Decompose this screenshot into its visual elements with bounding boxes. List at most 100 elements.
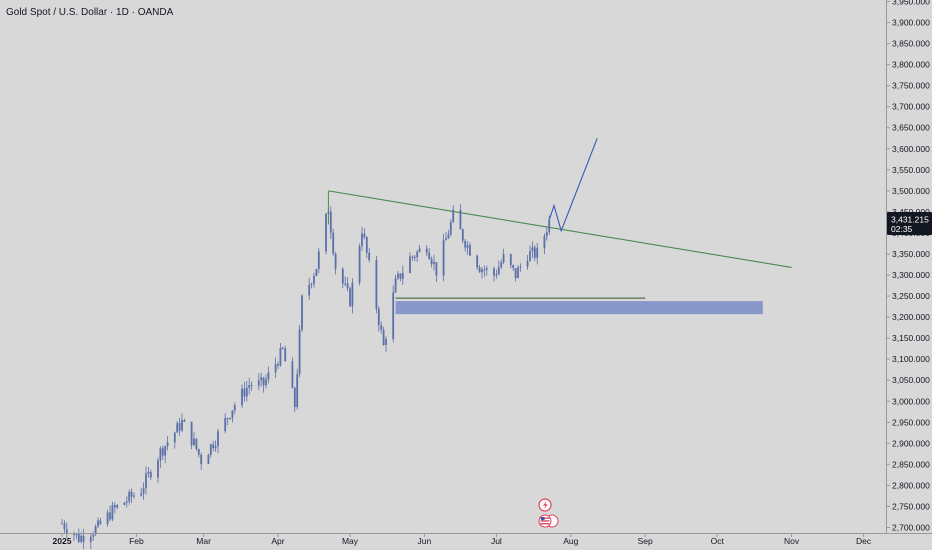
candle[interactable]	[214, 440, 217, 452]
candle[interactable]	[442, 233, 445, 282]
candle[interactable]	[277, 361, 279, 370]
candle[interactable]	[531, 241, 534, 259]
candle[interactable]	[77, 528, 80, 544]
candle[interactable]	[226, 417, 229, 426]
time-axis[interactable]: 2025 Feb Mar Apr May Jun Jul Aug Sep Oct Nov Dec	[53, 534, 872, 546]
candle[interactable]	[385, 336, 387, 352]
candle[interactable]	[365, 236, 368, 259]
candle[interactable]	[181, 413, 183, 433]
candle[interactable]	[75, 533, 78, 539]
candle[interactable]	[291, 357, 294, 389]
candle[interactable]	[142, 482, 145, 500]
candle[interactable]	[363, 228, 366, 240]
candle[interactable]	[262, 376, 265, 393]
candle[interactable]	[380, 321, 383, 334]
candle[interactable]	[217, 428, 219, 454]
candle[interactable]	[519, 263, 522, 272]
candle[interactable]	[224, 413, 227, 434]
candle[interactable]	[428, 248, 431, 260]
candle[interactable]	[301, 294, 303, 333]
candle[interactable]	[500, 259, 503, 269]
candle[interactable]	[106, 509, 109, 527]
candle[interactable]	[399, 273, 402, 282]
candle[interactable]	[281, 346, 284, 350]
candle[interactable]	[310, 282, 313, 289]
candle[interactable]	[466, 241, 469, 255]
candle[interactable]	[485, 265, 488, 276]
candle[interactable]	[145, 466, 147, 495]
candle[interactable]	[157, 457, 159, 483]
candle[interactable]	[497, 260, 500, 276]
candle[interactable]	[248, 377, 251, 395]
candle[interactable]	[147, 467, 150, 478]
candle[interactable]	[260, 372, 263, 387]
candle[interactable]	[73, 531, 75, 542]
candle[interactable]	[509, 253, 512, 269]
candle[interactable]	[195, 438, 198, 452]
candle[interactable]	[368, 248, 371, 263]
candle[interactable]	[392, 285, 395, 343]
candle[interactable]	[349, 286, 351, 308]
candle[interactable]	[257, 373, 260, 390]
candle[interactable]	[411, 255, 414, 261]
candle[interactable]	[133, 492, 135, 499]
candle[interactable]	[351, 278, 354, 314]
candle[interactable]	[233, 402, 236, 415]
candle[interactable]	[495, 269, 498, 279]
candle[interactable]	[332, 228, 335, 256]
candle[interactable]	[425, 244, 428, 257]
candle[interactable]	[212, 440, 215, 452]
candle[interactable]	[125, 496, 128, 508]
candle[interactable]	[461, 228, 464, 244]
candle[interactable]	[435, 262, 438, 282]
candle[interactable]	[190, 421, 193, 450]
candle[interactable]	[416, 250, 419, 262]
candle[interactable]	[536, 242, 539, 265]
event-icons[interactable]	[538, 498, 559, 528]
candle[interactable]	[161, 445, 164, 460]
candle[interactable]	[382, 326, 385, 346]
candle[interactable]	[445, 231, 447, 241]
projection-path[interactable]	[548, 138, 598, 233]
candle[interactable]	[130, 488, 133, 504]
candle[interactable]	[274, 357, 277, 378]
candle[interactable]	[469, 242, 471, 257]
candle[interactable]	[327, 208, 330, 214]
candle[interactable]	[377, 305, 380, 332]
candle[interactable]	[111, 501, 114, 522]
candle[interactable]	[229, 417, 231, 421]
candle[interactable]	[543, 233, 546, 255]
candle[interactable]	[197, 448, 200, 458]
candle[interactable]	[99, 518, 102, 526]
candle[interactable]	[178, 417, 181, 436]
candle[interactable]	[413, 255, 416, 262]
candle[interactable]	[452, 205, 455, 224]
candle[interactable]	[164, 445, 167, 464]
candle[interactable]	[109, 505, 111, 522]
candle[interactable]	[433, 254, 435, 271]
candle[interactable]	[65, 522, 68, 538]
candle[interactable]	[394, 274, 397, 294]
candle[interactable]	[265, 374, 267, 389]
candle[interactable]	[245, 380, 248, 402]
candle[interactable]	[512, 264, 515, 271]
candle[interactable]	[140, 487, 143, 497]
candle[interactable]	[317, 247, 320, 274]
candle[interactable]	[209, 443, 212, 458]
candle[interactable]	[159, 446, 162, 468]
candle[interactable]	[341, 267, 344, 289]
symbol-title[interactable]: Gold Spot / U.S. Dollar · 1D · OANDA	[6, 7, 174, 18]
candle[interactable]	[502, 248, 505, 264]
candle[interactable]	[346, 277, 349, 292]
demand-zone-rectangle[interactable]	[395, 301, 763, 315]
candle[interactable]	[284, 345, 287, 362]
candle[interactable]	[334, 251, 337, 275]
candle[interactable]	[183, 418, 186, 423]
candle[interactable]	[514, 267, 517, 282]
candle[interactable]	[149, 469, 152, 481]
candle[interactable]	[241, 384, 243, 409]
candle[interactable]	[200, 452, 203, 471]
candle[interactable]	[449, 219, 452, 237]
us-flag-event-icon[interactable]	[538, 514, 559, 528]
